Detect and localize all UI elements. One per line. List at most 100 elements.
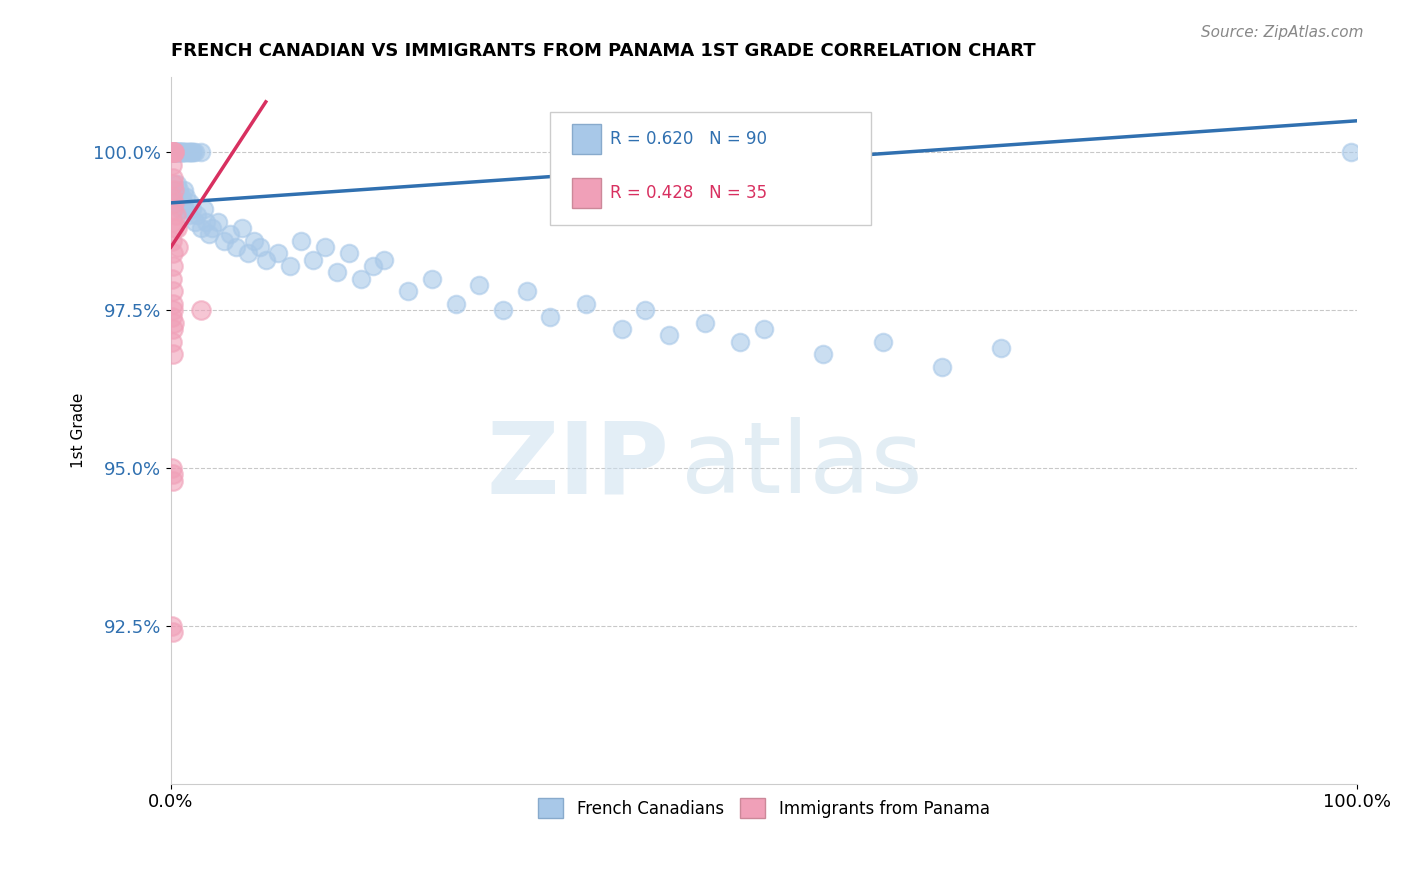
Point [693, 316, 716, 330]
Point [162, 145, 184, 160]
Point [162, 259, 184, 273]
Text: FRENCH CANADIAN VS IMMIGRANTS FROM PANAMA 1ST GRADE CORRELATION CHART: FRENCH CANADIAN VS IMMIGRANTS FROM PANAM… [172, 42, 1036, 60]
Point [190, 303, 212, 318]
Point [169, 145, 191, 160]
Point [337, 246, 360, 260]
Point [167, 183, 190, 197]
Point [420, 271, 443, 285]
Point [179, 145, 201, 160]
Point [219, 227, 242, 242]
Point [165, 195, 187, 210]
Point [162, 474, 184, 488]
Point [163, 316, 186, 330]
Point [186, 209, 208, 223]
Point [225, 240, 247, 254]
Point [163, 145, 186, 160]
Point [254, 252, 277, 267]
Point [170, 189, 193, 203]
Point [183, 145, 205, 160]
Point [575, 297, 598, 311]
Text: atlas: atlas [681, 417, 922, 514]
Point [163, 221, 186, 235]
Point [177, 209, 200, 223]
Point [872, 334, 894, 349]
Point [160, 158, 183, 172]
Point [166, 177, 188, 191]
Point [173, 183, 195, 197]
Point [167, 189, 190, 203]
Point [278, 259, 301, 273]
Point [176, 145, 198, 160]
Point [163, 145, 186, 160]
Point [170, 145, 193, 160]
Point [160, 145, 183, 160]
Point [162, 303, 184, 318]
Point [540, 310, 562, 324]
Point [516, 285, 538, 299]
Point [396, 285, 419, 299]
Point [165, 145, 187, 160]
Point [728, 334, 751, 349]
Point [813, 347, 835, 361]
Point [170, 145, 193, 160]
Point [176, 145, 198, 160]
Point [162, 177, 184, 191]
Point [162, 189, 184, 203]
Point [181, 145, 204, 160]
Point [752, 322, 775, 336]
Point [163, 183, 186, 197]
Point [160, 334, 183, 349]
Point [162, 322, 184, 336]
Point [243, 234, 266, 248]
Point [162, 170, 184, 185]
Point [162, 285, 184, 299]
Point [160, 234, 183, 248]
FancyBboxPatch shape [551, 112, 870, 225]
Point [183, 215, 205, 229]
Legend: French Canadians, Immigrants from Panama: French Canadians, Immigrants from Panama [531, 791, 997, 825]
Point [167, 145, 190, 160]
Point [444, 297, 467, 311]
Point [198, 227, 221, 242]
Point [162, 625, 184, 640]
Point [160, 619, 183, 633]
Point [180, 145, 202, 160]
FancyBboxPatch shape [572, 124, 602, 153]
Point [165, 209, 187, 223]
Point [634, 303, 657, 318]
Point [302, 252, 325, 267]
Point [249, 240, 271, 254]
Point [174, 145, 197, 160]
Point [162, 145, 184, 160]
Point [162, 297, 184, 311]
Point [658, 328, 681, 343]
Point [167, 240, 190, 254]
Point [193, 202, 215, 217]
Point [183, 145, 205, 160]
Point [201, 221, 224, 235]
Point [610, 322, 633, 336]
Point [163, 145, 186, 160]
Point [931, 359, 953, 374]
Point [162, 347, 184, 361]
Point [160, 310, 183, 324]
Text: ZIP: ZIP [486, 417, 669, 514]
Point [179, 195, 201, 210]
Point [160, 461, 183, 475]
Y-axis label: 1st Grade: 1st Grade [72, 392, 86, 467]
Point [214, 234, 236, 248]
Point [373, 252, 395, 267]
Point [176, 189, 198, 203]
Point [165, 145, 187, 160]
Point [166, 145, 188, 160]
Point [172, 145, 194, 160]
Point [350, 271, 373, 285]
Point [169, 145, 191, 160]
Point [195, 215, 218, 229]
Point [162, 246, 184, 260]
Point [231, 221, 253, 235]
Point [468, 277, 491, 292]
Text: R = 0.428   N = 35: R = 0.428 N = 35 [610, 185, 766, 202]
Point [162, 215, 184, 229]
Point [172, 195, 194, 210]
